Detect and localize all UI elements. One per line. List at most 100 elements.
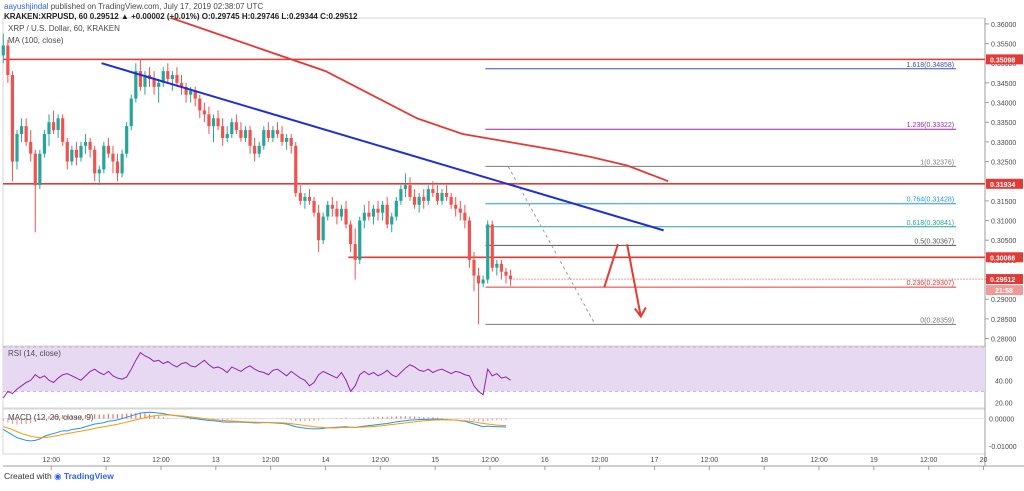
- fib-level-label: 1.236(0.33322): [907, 122, 954, 129]
- time-tick-label: 17: [651, 457, 659, 464]
- macd-tick-label: -0.01000: [989, 444, 1017, 451]
- candle-body: [221, 126, 225, 138]
- candle-body: [454, 204, 458, 209]
- candle-body: [115, 161, 120, 174]
- last-price-tag: [986, 274, 1023, 285]
- candle-body: [339, 208, 344, 217]
- candle-body: [24, 126, 28, 142]
- time-tick-label: 12:00: [701, 457, 719, 464]
- candle-body: [294, 145, 298, 194]
- published-text: published on TradingView.com, July 17, 2…: [50, 2, 264, 11]
- candle-body: [408, 185, 412, 197]
- candle-body: [275, 130, 280, 135]
- candle-body: [417, 196, 421, 205]
- candle-body: [330, 204, 334, 209]
- candle-body: [106, 145, 110, 154]
- candle-body: [422, 196, 426, 201]
- time-tick-label: 12:00: [262, 457, 280, 464]
- ma-legend: MA (100, close): [8, 36, 64, 45]
- candle-body: [458, 208, 462, 213]
- fib-level-label: 0.618(0.30841): [907, 220, 954, 227]
- candle-body: [65, 141, 69, 162]
- candle-body: [166, 71, 170, 79]
- candle-body: [344, 208, 348, 225]
- candle-body: [326, 204, 330, 217]
- candle-body: [120, 153, 124, 174]
- level-price-tag-label: 0.35098: [990, 57, 1015, 64]
- price-tick-label: 0.28500: [991, 317, 1016, 324]
- fib-level-label: 1.618(0.34858): [907, 62, 954, 69]
- candle-body: [253, 145, 257, 154]
- candle-body: [134, 71, 138, 99]
- time-tick-label: 16: [541, 457, 549, 464]
- candle-body: [371, 208, 376, 217]
- bearish-trendline: [101, 62, 664, 232]
- candle-body: [380, 204, 385, 213]
- rsi-tick-label: 20.00: [995, 400, 1013, 407]
- candle-body: [394, 200, 398, 217]
- candle-body: [481, 279, 485, 284]
- tradingview-brand[interactable]: TradingView: [63, 471, 114, 481]
- candle-body: [102, 145, 106, 170]
- candle-body: [47, 122, 51, 135]
- candle-body: [499, 263, 504, 272]
- time-tick-label: 12:00: [810, 457, 828, 464]
- price-tick-label: 0.33500: [991, 120, 1016, 127]
- projection-arrowhead: [633, 307, 647, 319]
- time-tick-label: 12: [102, 457, 110, 464]
- rsi-tick-label: 40.00: [995, 378, 1013, 385]
- candle-body: [1, 45, 5, 56]
- candle-body: [234, 122, 238, 131]
- candle-body: [15, 134, 19, 162]
- candle-body: [317, 212, 321, 241]
- symbol-description: XRP / U.S. Dollar, 60, KRAKEN: [8, 24, 120, 33]
- candle-body: [353, 244, 357, 260]
- candle-body: [431, 189, 435, 194]
- candle-body: [129, 98, 133, 127]
- time-tick-label: 12:00: [372, 457, 390, 464]
- candle-body: [125, 126, 129, 154]
- projection-arrow-up: [603, 243, 619, 288]
- candle-body: [312, 200, 316, 213]
- candle-body: [198, 98, 202, 111]
- pane-frame: [2, 17, 986, 347]
- candle-body: [193, 90, 197, 99]
- author-link[interactable]: aayushjindal: [4, 2, 49, 11]
- time-tick-label: 19: [870, 457, 878, 464]
- price-tick-label: 0.36000: [991, 22, 1016, 29]
- rsi-band: [3, 347, 985, 392]
- candle-body: [303, 196, 307, 201]
- candle-body: [248, 130, 252, 146]
- candle-body: [271, 130, 275, 138]
- candle-body: [335, 208, 339, 217]
- candle-body: [211, 118, 216, 127]
- level-price-tag-label: 0.30066: [990, 255, 1015, 262]
- time-tick-label: 15: [431, 457, 439, 464]
- candle-body: [257, 145, 261, 154]
- time-tick-label: 12:00: [43, 457, 61, 464]
- candle-body: [61, 118, 65, 142]
- candle-body: [189, 90, 193, 95]
- candle-body: [216, 118, 220, 127]
- macd-tick-label: 0.00000: [989, 417, 1014, 424]
- candle-body: [138, 71, 142, 87]
- candle-body: [367, 212, 371, 217]
- level-price-tag: [986, 54, 1023, 65]
- candle-body: [376, 208, 380, 213]
- price-tick-label: 0.30500: [991, 238, 1016, 245]
- candle-body: [262, 130, 266, 146]
- price-tick-label: 0.34500: [991, 81, 1016, 88]
- candle-body: [207, 114, 211, 127]
- candle-body: [243, 130, 248, 138]
- candle-body: [435, 193, 440, 201]
- candle-body: [440, 193, 444, 201]
- candle-body: [490, 224, 494, 268]
- candle-body: [239, 130, 243, 138]
- candle-body: [321, 216, 325, 241]
- candle-body: [403, 185, 408, 190]
- price-tick-label: 0.31000: [991, 219, 1016, 226]
- price-tick-label: 0.35000: [991, 61, 1016, 68]
- footer: Created with ◉ TradingView: [4, 471, 114, 482]
